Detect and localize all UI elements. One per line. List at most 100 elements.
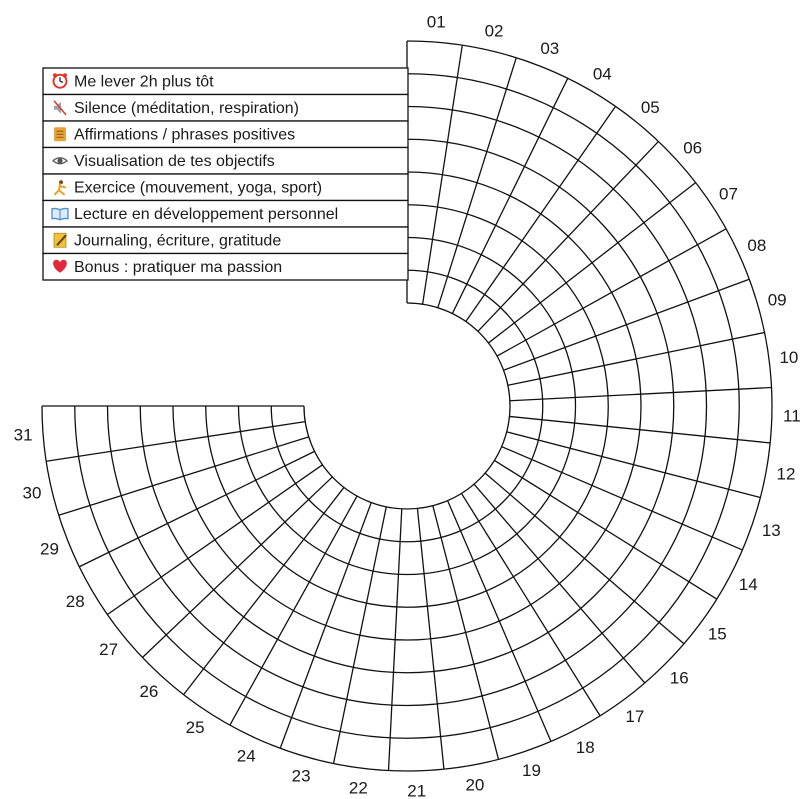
day-spoke bbox=[46, 420, 306, 462]
habit-row: Lecture en développement personnel bbox=[42, 199, 409, 228]
day-spoke bbox=[477, 141, 659, 332]
day-spoke bbox=[79, 450, 315, 568]
habit-row-box bbox=[42, 173, 409, 202]
day-spoke bbox=[107, 464, 323, 616]
day-label: 20 bbox=[465, 775, 484, 794]
eye-icon bbox=[52, 157, 68, 165]
day-label: 27 bbox=[99, 640, 118, 659]
day-spoke bbox=[447, 500, 552, 742]
day-label: 05 bbox=[641, 98, 660, 117]
open-book-icon bbox=[51, 207, 69, 221]
habit-label: Exercice (mouvement, yoga, sport) bbox=[74, 179, 322, 196]
day-label: 23 bbox=[292, 767, 311, 786]
day-label: 31 bbox=[14, 426, 33, 445]
day-label: 04 bbox=[593, 65, 612, 84]
ring-arc bbox=[139, 138, 675, 674]
day-spoke bbox=[421, 45, 463, 305]
day-spoke bbox=[484, 472, 685, 645]
day-spoke bbox=[503, 278, 750, 371]
day-label: 03 bbox=[540, 39, 559, 58]
day-spoke bbox=[229, 495, 358, 726]
day-spoke bbox=[387, 508, 403, 771]
day-label: 06 bbox=[683, 138, 702, 157]
day-spoke bbox=[142, 476, 333, 658]
habit-row: Visualisation de tes objectifs bbox=[42, 146, 409, 175]
day-label: 10 bbox=[779, 348, 798, 367]
day-spoke bbox=[507, 331, 765, 386]
day-label: 17 bbox=[625, 707, 644, 726]
ring-arc bbox=[172, 171, 642, 641]
day-spoke bbox=[451, 78, 569, 314]
day-labels: 01 02 03 04 05 06 07 08 09 10 11 12 13 14 15 16 17 18 19 20… bbox=[14, 13, 801, 799]
habit-label: Bonus : pratiquer ma passion bbox=[74, 259, 282, 276]
day-label: 26 bbox=[139, 682, 158, 701]
habit-row-box bbox=[42, 120, 409, 149]
day-spoke bbox=[488, 182, 697, 344]
day-label: 07 bbox=[719, 185, 738, 204]
day-label: 08 bbox=[747, 236, 766, 255]
day-label: 12 bbox=[776, 464, 795, 483]
day-spoke bbox=[509, 415, 771, 444]
habit-row-box bbox=[42, 67, 409, 96]
alarm-clock-icon bbox=[52, 73, 68, 89]
habit-label: Lecture en développement personnel bbox=[74, 206, 338, 223]
ring-arc bbox=[270, 269, 544, 543]
habit-row-box bbox=[42, 252, 409, 281]
day-spoke bbox=[465, 106, 617, 322]
day-label: 16 bbox=[670, 669, 689, 688]
habit-label: Silence (méditation, respiration) bbox=[74, 100, 299, 117]
ring-arc bbox=[237, 236, 577, 576]
day-label: 24 bbox=[237, 746, 256, 765]
habit-legend: Me lever 2h plus tôt Silence (méditation,… bbox=[42, 67, 409, 281]
day-label: 28 bbox=[66, 592, 85, 611]
day-spoke bbox=[432, 505, 500, 760]
day-label: 21 bbox=[407, 781, 426, 799]
day-spoke bbox=[494, 459, 718, 600]
day-spoke bbox=[473, 483, 646, 684]
day-label: 09 bbox=[768, 291, 787, 310]
day-label: 02 bbox=[485, 21, 504, 40]
habit-row: Bonus : pratiquer ma passion bbox=[42, 252, 409, 281]
habit-label: Affirmations / phrases positives bbox=[74, 126, 295, 143]
habit-label: Journaling, écriture, gratitude bbox=[74, 232, 281, 249]
ring-arc bbox=[303, 302, 511, 510]
memo-icon bbox=[53, 232, 67, 248]
ring-arc bbox=[74, 73, 740, 739]
day-label: 25 bbox=[186, 718, 205, 737]
day-label: 22 bbox=[349, 778, 368, 797]
habit-row: Affirmations / phrases positives bbox=[42, 120, 409, 149]
habit-row-box bbox=[42, 93, 409, 122]
habit-label: Visualisation de tes objectifs bbox=[74, 153, 275, 170]
day-spoke bbox=[506, 431, 761, 499]
habit-row: Exercice (mouvement, yoga, sport) bbox=[42, 173, 409, 202]
day-spoke bbox=[332, 506, 387, 764]
day-spoke bbox=[279, 502, 372, 749]
habit-row-box bbox=[42, 199, 409, 228]
habit-row-box bbox=[42, 146, 409, 175]
day-spoke bbox=[183, 487, 345, 696]
day-label: 11 bbox=[783, 406, 801, 425]
scroll-icon bbox=[54, 127, 66, 142]
ring-arc bbox=[205, 204, 609, 608]
habit-row: Journaling, écriture, gratitude bbox=[42, 226, 409, 255]
day-spoke bbox=[496, 228, 727, 357]
day-spoke bbox=[416, 508, 445, 770]
day-spoke bbox=[58, 436, 309, 516]
habit-row: Silence (méditation, respiration) bbox=[42, 93, 409, 122]
day-label: 15 bbox=[708, 624, 727, 643]
habit-row: Me lever 2h plus tôt bbox=[42, 67, 409, 96]
runner-icon bbox=[54, 180, 66, 196]
day-label: 19 bbox=[522, 761, 541, 780]
day-label: 30 bbox=[23, 484, 42, 503]
day-label: 13 bbox=[762, 521, 781, 540]
day-spoke bbox=[509, 386, 772, 402]
day-label: 01 bbox=[427, 13, 446, 32]
ring-arc bbox=[41, 40, 773, 772]
heart-icon bbox=[53, 259, 67, 273]
muted-speaker-icon bbox=[53, 100, 67, 116]
day-spoke bbox=[501, 446, 743, 551]
habit-row-box bbox=[42, 226, 409, 255]
day-spoke bbox=[460, 493, 601, 717]
tracker-grid bbox=[41, 40, 773, 772]
